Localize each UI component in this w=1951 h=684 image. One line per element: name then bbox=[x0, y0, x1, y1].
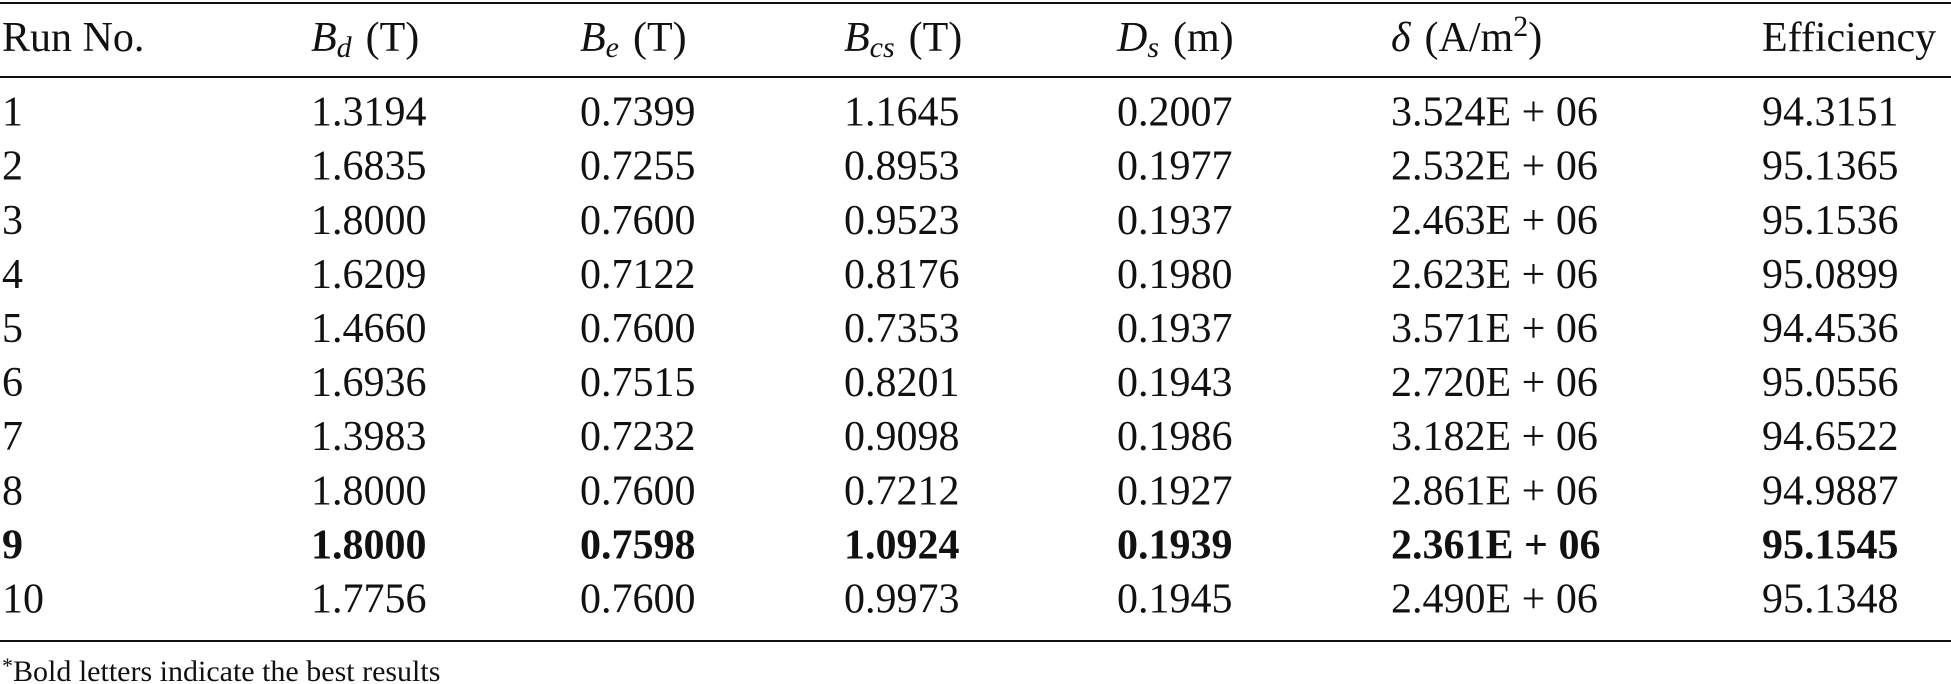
footnote-marker: * bbox=[2, 653, 13, 678]
table-cell: 3.182E + 06 bbox=[1391, 414, 1598, 460]
table-cell: 0.9098 bbox=[844, 414, 960, 460]
table-cell: 2.720E + 06 bbox=[1391, 360, 1598, 406]
table-cell: 94.9887 bbox=[1762, 468, 1899, 514]
table-cell: 2.532E + 06 bbox=[1391, 144, 1598, 190]
header-symbol: δ bbox=[1391, 15, 1412, 61]
header-subscript: d bbox=[337, 31, 353, 64]
footnote-text: Bold letters indicate the best results bbox=[13, 655, 440, 684]
table-cell: 1.1645 bbox=[844, 90, 960, 136]
table-cell: 0.7600 bbox=[580, 306, 696, 352]
table-cell: 0.1927 bbox=[1117, 468, 1233, 514]
table-cell: 6 bbox=[2, 360, 23, 406]
table-cell: 2.463E + 06 bbox=[1391, 198, 1598, 244]
table-cell: 95.1536 bbox=[1762, 198, 1899, 244]
table-cell: 1.0924 bbox=[844, 522, 960, 568]
table-cell: 2.490E + 06 bbox=[1391, 577, 1598, 623]
table-cell: 0.8201 bbox=[844, 360, 960, 406]
header-unit: (T) bbox=[366, 15, 420, 61]
header-unit: (A/m bbox=[1425, 15, 1514, 61]
table-cell: 0.7212 bbox=[844, 468, 960, 514]
header-symbol: B bbox=[580, 15, 606, 61]
table-cell: 94.6522 bbox=[1762, 414, 1899, 460]
header-unit: (T) bbox=[909, 15, 963, 61]
table-cell: 0.1980 bbox=[1117, 252, 1233, 298]
table-cell: 0.8953 bbox=[844, 144, 960, 190]
table-cell: 3 bbox=[2, 198, 23, 244]
table-cell: 2.861E + 06 bbox=[1391, 468, 1598, 514]
table-cell: 0.8176 bbox=[844, 252, 960, 298]
header-cell: Run No. bbox=[2, 15, 144, 61]
table-cell: 10 bbox=[2, 577, 44, 623]
table-cell: 0.7255 bbox=[580, 144, 696, 190]
table-cell: 0.7600 bbox=[580, 468, 696, 514]
header-subscript: cs bbox=[870, 31, 895, 64]
table-cell: 0.1937 bbox=[1117, 198, 1233, 244]
table-cell: 1.3983 bbox=[311, 414, 427, 460]
table-cell: 9 bbox=[2, 522, 23, 568]
table-cell: 3.524E + 06 bbox=[1391, 90, 1598, 136]
header-symbol: B bbox=[311, 15, 337, 61]
header-unit: (m) bbox=[1173, 15, 1234, 61]
table-cell: 1.3194 bbox=[311, 90, 427, 136]
table-cell: 0.1986 bbox=[1117, 414, 1233, 460]
table-cell: 0.1939 bbox=[1117, 522, 1233, 568]
header-cell: Be (T) bbox=[580, 15, 687, 64]
header-subscript: e bbox=[606, 31, 619, 64]
table-cell: 0.7598 bbox=[580, 522, 696, 568]
table-cell: 0.1977 bbox=[1117, 144, 1233, 190]
header-cell: Bcs (T) bbox=[844, 15, 962, 64]
header-superscript: 2 bbox=[1513, 10, 1528, 43]
footnote: *Bold letters indicate the best results bbox=[2, 653, 440, 684]
table-cell: 1.4660 bbox=[311, 306, 427, 352]
table-cell: 1.8000 bbox=[311, 522, 427, 568]
header-subscript: s bbox=[1147, 31, 1159, 64]
table-cell: 1.8000 bbox=[311, 198, 427, 244]
table-cell: 95.1365 bbox=[1762, 144, 1899, 190]
header-symbol: D bbox=[1116, 15, 1147, 61]
header-cell: Ds (m) bbox=[1116, 15, 1234, 64]
table-cell: 1.6209 bbox=[311, 252, 427, 298]
table-cell: 0.7232 bbox=[580, 414, 696, 460]
table-cell: 8 bbox=[2, 468, 23, 514]
table-cell: 7 bbox=[2, 414, 23, 460]
table-cell: 0.7600 bbox=[580, 198, 696, 244]
table-cell: 95.1348 bbox=[1762, 577, 1899, 623]
table-cell: 0.7600 bbox=[580, 577, 696, 623]
table-cell: 2.623E + 06 bbox=[1391, 252, 1598, 298]
table-cell: 0.7353 bbox=[844, 306, 960, 352]
table-cell: 2 bbox=[2, 144, 23, 190]
table-cell: 5 bbox=[2, 306, 23, 352]
header-unit: (T) bbox=[633, 15, 687, 61]
table-cell: 0.9973 bbox=[844, 577, 960, 623]
table-cell: 0.7399 bbox=[580, 90, 696, 136]
table-cell: 95.0899 bbox=[1762, 252, 1899, 298]
table-cell: 1.6936 bbox=[311, 360, 427, 406]
header-cell: Bd (T) bbox=[311, 15, 419, 64]
table-cell: 0.1943 bbox=[1117, 360, 1233, 406]
header-cell: δ (A/m2) bbox=[1391, 10, 1542, 61]
table-cell: 94.3151 bbox=[1762, 90, 1899, 136]
table-cell: 4 bbox=[2, 252, 23, 298]
header-text: Efficiency bbox=[1762, 15, 1936, 61]
table-cell: 1.6835 bbox=[311, 144, 427, 190]
header-cell: Efficiency bbox=[1762, 15, 1936, 61]
table-cell: 2.361E + 06 bbox=[1391, 522, 1600, 568]
header-symbol: B bbox=[844, 15, 870, 61]
table-cell: 0.9523 bbox=[844, 198, 960, 244]
header-text: Run No. bbox=[2, 15, 144, 61]
header-close: ) bbox=[1528, 15, 1542, 61]
table-cell: 0.2007 bbox=[1117, 90, 1233, 136]
table-cell: 1 bbox=[2, 90, 23, 136]
table-cell: 3.571E + 06 bbox=[1391, 306, 1598, 352]
table-cell: 95.1545 bbox=[1762, 522, 1899, 568]
table-cell: 0.1945 bbox=[1117, 577, 1233, 623]
table-cell: 0.7122 bbox=[580, 252, 696, 298]
table-cell: 1.8000 bbox=[311, 468, 427, 514]
table-cell: 0.7515 bbox=[580, 360, 696, 406]
table-cell: 95.0556 bbox=[1762, 360, 1899, 406]
table-cell: 1.7756 bbox=[311, 577, 427, 623]
table-cell: 0.1937 bbox=[1117, 306, 1233, 352]
table-cell: 94.4536 bbox=[1762, 306, 1899, 352]
